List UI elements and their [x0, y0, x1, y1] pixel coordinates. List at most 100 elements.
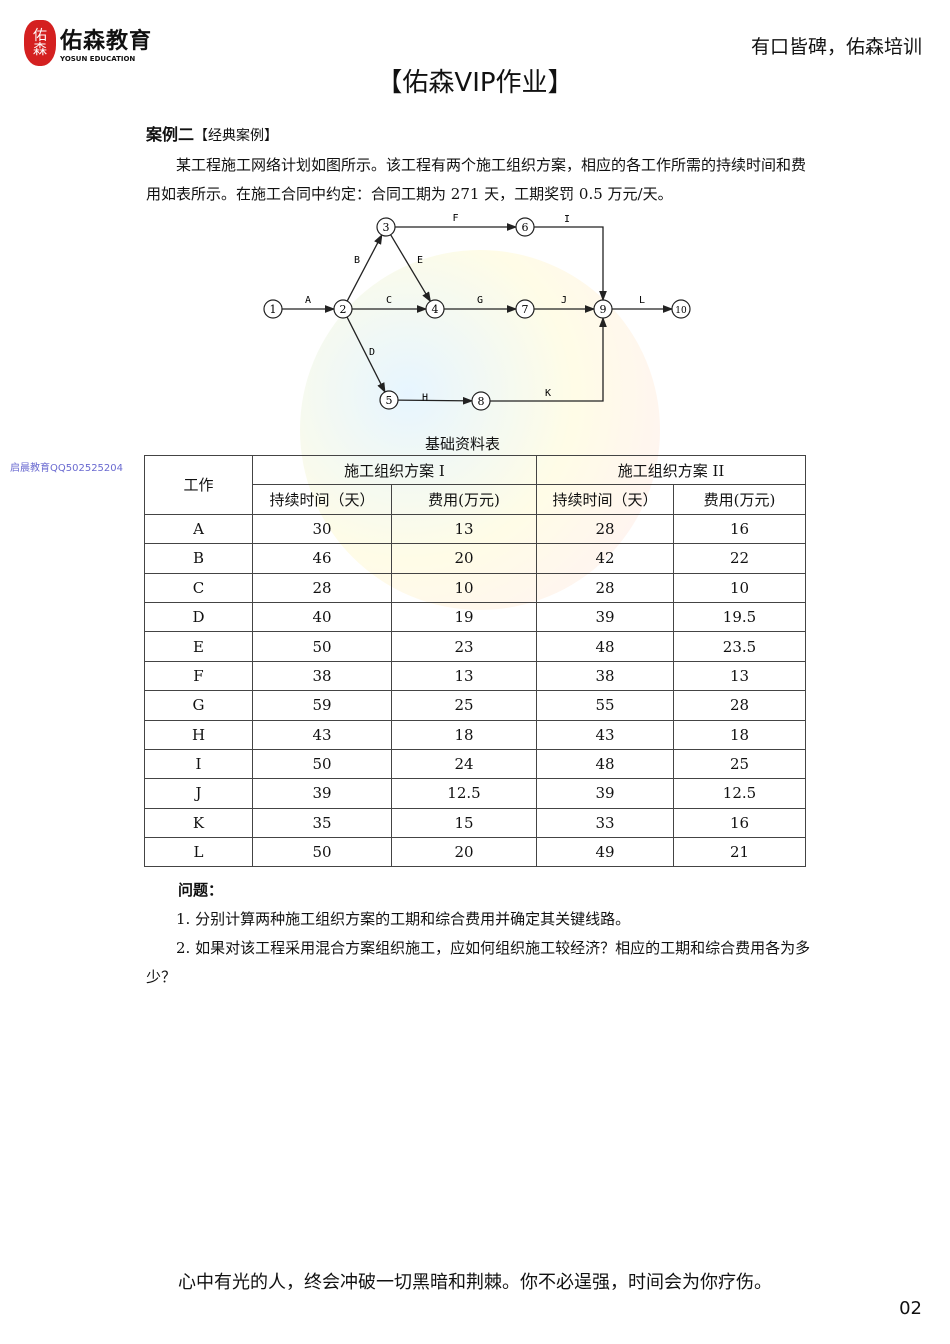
logo: 佑森 佑森教育 YOSUN EDUCATION	[24, 20, 152, 66]
table-cell: 49	[536, 837, 674, 868]
table-cell: L	[144, 837, 253, 868]
table-cell: 28	[673, 690, 806, 721]
questions: 问题： 1. 分别计算两种施工组织方案的工期和综合费用并确定其关键线路。 2. …	[146, 876, 816, 992]
node-label: 9	[600, 303, 607, 316]
table-cell: 42	[536, 543, 674, 574]
node-label: 2	[340, 303, 347, 316]
node-circle	[671, 299, 691, 319]
table-cell: 12.5	[673, 778, 806, 809]
footer-quote: 心中有光的人，终会冲破一切黑暗和荆棘。你不必逞强，时间会为你疗伤。	[178, 1272, 772, 1293]
table-cell: 28	[252, 572, 392, 603]
edge-label: L	[639, 295, 645, 306]
node-label: 3	[383, 221, 390, 234]
table-cell: H	[144, 719, 253, 750]
edge-E	[390, 234, 432, 303]
table-cell: 25	[391, 690, 537, 721]
table-cell: E	[144, 631, 253, 662]
edge-label: E	[417, 255, 423, 266]
header-plan2: 施工组织方案 II	[536, 454, 806, 486]
table-cell: F	[144, 660, 253, 692]
table-cell: 20	[391, 837, 537, 868]
questions-heading: 问题：	[178, 881, 224, 899]
table-row: C 28 10 28 10	[144, 572, 806, 603]
table-cell: C	[144, 572, 253, 603]
data-table: 工作 施工组织方案 I 施工组织方案 II 持续时间（天） 费用(万元) 持续时…	[144, 454, 806, 868]
case-title: 案例二	[146, 125, 195, 144]
table-cell: 43	[536, 719, 674, 750]
table-cell: 23	[391, 631, 537, 662]
table-cell: 23.5	[673, 631, 806, 662]
case-heading: 案例二【经典案例】	[146, 121, 278, 145]
table-cell: J	[144, 778, 253, 809]
table-cell: 20	[391, 543, 537, 574]
node-circle	[376, 217, 396, 237]
header-cost: 费用(万元)	[391, 484, 537, 515]
node-circle	[333, 299, 353, 319]
node-label: 4	[432, 303, 439, 316]
table-cell: 39	[536, 601, 674, 633]
node-circle	[593, 299, 613, 319]
edge-I	[534, 226, 607, 302]
node-label: 10	[675, 306, 687, 316]
table-row: F 38 13 38 13	[144, 660, 806, 692]
edge-label: D	[369, 347, 375, 358]
table-cell: 25	[673, 748, 806, 780]
node-label: 7	[522, 303, 529, 316]
edge-label: F	[452, 213, 458, 224]
table-cell: 22	[673, 543, 806, 574]
node-circle	[471, 391, 491, 411]
table-cell: 28	[536, 572, 674, 603]
header-plan1: 施工组织方案 I	[252, 454, 537, 486]
table-cell: 43	[252, 719, 392, 750]
table-cell: 21	[673, 837, 806, 868]
header-duration: 持续时间（天）	[536, 484, 674, 515]
table-cell: 40	[252, 601, 392, 633]
table-cell: 24	[391, 748, 537, 780]
case-tag: 【经典案例】	[194, 128, 279, 144]
table-cell: 55	[536, 690, 674, 721]
question-2: 2. 如果对该工程采用混合方案组织施工，应如何组织施工较经济？相应的工期和综合费…	[146, 939, 811, 986]
table-row: G 59 25 55 28	[144, 690, 806, 721]
table-cell: 50	[252, 748, 392, 780]
edge-B	[346, 233, 383, 302]
page-title: 【佑森VIP作业】	[376, 68, 574, 98]
table-cell: 13	[673, 660, 806, 692]
table-cell: 28	[536, 513, 674, 545]
table-row: B 46 20 42 22	[144, 543, 806, 574]
table-cell: 48	[536, 631, 674, 662]
table-cell: G	[144, 690, 253, 721]
table-cell: 30	[252, 513, 392, 545]
table-row: J 39 12.5 39 12.5	[144, 778, 806, 809]
table-cell: A	[144, 513, 253, 545]
slogan: 有口皆碑，佑森培训	[750, 36, 922, 58]
table-cell: 48	[536, 748, 674, 780]
network-diagram: A B C D E F G H I J K L 1 2 3 4 5 6 7 8 9 10	[263, 213, 691, 411]
edge-label: H	[422, 393, 428, 404]
edge-label: G	[477, 295, 483, 306]
node-label: 5	[386, 394, 393, 407]
table-cell: K	[144, 807, 253, 839]
table-row: K 35 15 33 16	[144, 807, 806, 839]
table-cell: 10	[391, 572, 537, 603]
case-paragraph: 某工程施工网络计划如图所示。该工程有两个施工组织方案，相应的各工作所需的持续时间…	[146, 156, 807, 203]
edge-label: C	[386, 295, 392, 306]
node-label: 8	[478, 395, 485, 408]
edge-label: I	[564, 214, 570, 225]
edge-H	[397, 396, 474, 405]
table-cell: 38	[252, 660, 392, 692]
logo-name: 佑森教育	[60, 29, 153, 54]
node-label: 6	[522, 221, 529, 234]
table-cell: 46	[252, 543, 392, 574]
table-cell: 16	[673, 513, 806, 545]
table-cell: 18	[391, 719, 537, 750]
header-cost: 费用(万元)	[673, 484, 806, 515]
table-row: I 50 24 48 25	[144, 748, 806, 780]
edge-label: J	[561, 295, 567, 306]
table-row: L 50 20 49 21	[144, 837, 806, 868]
table-cell: 39	[536, 778, 674, 809]
table-cell: B	[144, 543, 253, 574]
edge-K	[490, 316, 607, 402]
table-cell: 18	[673, 719, 806, 750]
logo-english: YOSUN EDUCATION	[60, 55, 136, 63]
node-circle	[379, 390, 399, 410]
